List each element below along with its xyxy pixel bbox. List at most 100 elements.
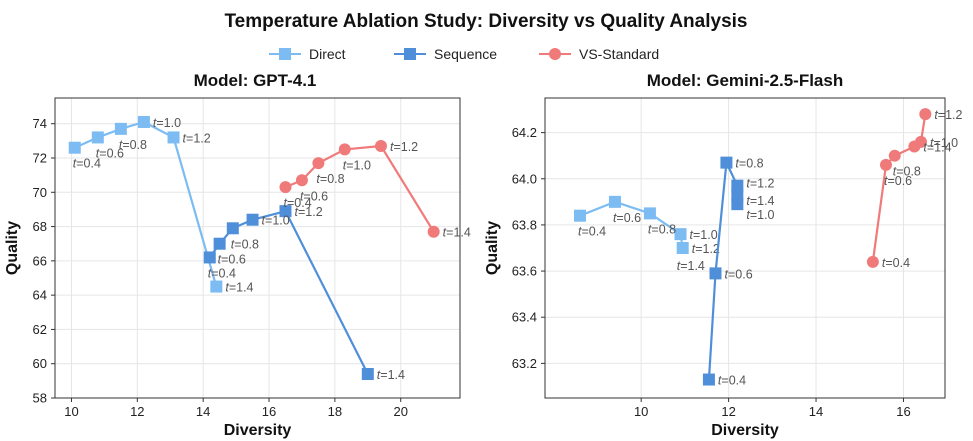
data-point: [137, 116, 150, 128]
y-tick-label: 63.6: [512, 264, 537, 279]
point-label: t=0.4: [882, 256, 910, 270]
x-tick-label: 14: [196, 404, 210, 419]
point-label: t=1.2: [390, 140, 418, 154]
legend-marker: [404, 48, 416, 60]
point-label: t=0.8: [316, 172, 344, 186]
series-direct: t=0.4 t=0.6 t=0.8 t=1.0t=1.2 t=1.4: [573, 195, 720, 273]
point-label: t=1.0: [262, 214, 290, 228]
ticks: 10 12 14 16 18 20 58 60 62 64 66 68 70 72 74: [33, 116, 408, 419]
data-point: [361, 368, 374, 380]
figure-title: Temperature Ablation Study: Diversity vs…: [224, 11, 747, 32]
point-label: t=1.4: [377, 368, 405, 382]
data-point: [573, 209, 586, 222]
data-point: [68, 141, 81, 154]
panel-title: Model: GPT-4.1: [194, 71, 317, 90]
plot-frame: [544, 97, 946, 399]
y-tick-label: 62: [33, 322, 47, 337]
ticks: 10 12 14 16 63.2 63.4 63.6 63.8 64.0 64.2: [512, 125, 911, 419]
data-point: [114, 122, 127, 135]
panel-title: Model: Gemini-2.5-Flash: [647, 71, 843, 90]
data-point: [608, 195, 621, 208]
point-label: t=1.4: [746, 194, 774, 208]
data-point: [167, 131, 180, 144]
legend: Direct Sequence VS-Standard: [269, 46, 659, 62]
series-sequence: t=0.4 t=0.6 t=0.8 t=1.2 t=1.4t=1.0: [702, 156, 775, 388]
x-tick-label: 10: [634, 404, 648, 419]
y-tick-label: 68: [33, 219, 47, 234]
x-tick-label: 10: [64, 404, 78, 419]
y-tick-label: 63.8: [512, 217, 537, 232]
point-label: t=1.0: [343, 158, 371, 172]
point-label: t=1.4: [677, 259, 705, 273]
grid: [545, 98, 945, 398]
data-point: [338, 143, 351, 156]
point-label: t=0.6: [96, 146, 124, 160]
legend-label: Sequence: [434, 46, 497, 62]
x-tick-label: 20: [393, 404, 407, 419]
point-label: t=1.0: [690, 228, 718, 242]
series-sequence: t=0.4t=0.6 t=0.8t=1.0 t=1.2 t=1.4: [203, 205, 405, 382]
point-label: t=0.6: [300, 189, 328, 203]
point-label: t=0.6: [613, 211, 641, 225]
point-label: t=1.2: [934, 108, 962, 122]
y-tick-label: 58: [33, 391, 47, 406]
point-label: t=0.4: [718, 374, 746, 388]
legend-marker: [279, 48, 291, 60]
point-label: t=1.0: [930, 136, 958, 150]
y-tick-label: 64.2: [512, 125, 537, 140]
point-label: t=0.8: [648, 222, 676, 236]
point-label: t=1.4: [443, 226, 471, 240]
legend-marker: [549, 48, 561, 60]
y-tick-label: 66: [33, 253, 47, 268]
data-point: [312, 157, 325, 170]
point-label: t=0.8: [735, 157, 763, 171]
legend-label: VS-Standard: [579, 46, 659, 62]
data-point: [914, 135, 927, 148]
data-point: [643, 207, 656, 220]
data-point: [879, 158, 892, 171]
x-tick-label: 18: [328, 404, 342, 419]
x-tick-label: 16: [262, 404, 276, 419]
point-label: t=0.6: [218, 253, 246, 267]
y-tick-label: 64: [33, 288, 47, 303]
point-label: t=0.6: [724, 267, 752, 281]
data-point: [709, 267, 722, 280]
series-vs-standard: t=0.4 t=0.6t=0.8t=1.4t=1.0 t=1.2: [866, 108, 963, 270]
data-point: [295, 174, 308, 187]
grid: [55, 98, 460, 399]
y-tick-label: 72: [33, 151, 47, 166]
series-line: [871, 113, 927, 262]
y-axis-label: Quality: [4, 221, 21, 275]
data-point: [374, 140, 387, 152]
point-label: t=0.4: [283, 196, 311, 210]
point-label: t=0.8: [231, 237, 259, 251]
data-point: [731, 198, 744, 211]
data-point: [279, 205, 292, 218]
point-label: t=0.4: [208, 266, 236, 280]
point-label: t=0.6: [884, 174, 912, 188]
point-label: t=0.8: [119, 138, 147, 152]
point-label: t=0.4: [73, 157, 101, 171]
data-point: [676, 242, 689, 254]
point-label: t=1.2: [692, 242, 720, 256]
data-point: [919, 108, 932, 121]
legend-label: Direct: [309, 46, 346, 62]
y-tick-label: 60: [33, 356, 47, 371]
y-tick-label: 64.0: [512, 171, 537, 186]
series-direct: t=0.4t=0.6t=0.8t=1.0t=1.2t=1.4: [68, 116, 254, 295]
point-label: t=0.4: [578, 225, 606, 239]
data-point: [226, 222, 239, 235]
x-tick-label: 16: [896, 404, 910, 419]
data-point: [213, 237, 226, 250]
data-point: [720, 156, 733, 169]
x-tick-label: 14: [809, 404, 823, 419]
point-label: t=1.2: [294, 205, 322, 219]
y-tick-label: 63.2: [512, 356, 537, 371]
legend-item-direct: Direct: [269, 46, 346, 62]
data-point: [731, 188, 744, 201]
x-axis-label: Diversity: [711, 422, 779, 439]
y-tick-label: 63.4: [512, 310, 537, 325]
point-label: t=1.0: [746, 208, 774, 222]
point-label: t=1.4: [225, 281, 253, 295]
